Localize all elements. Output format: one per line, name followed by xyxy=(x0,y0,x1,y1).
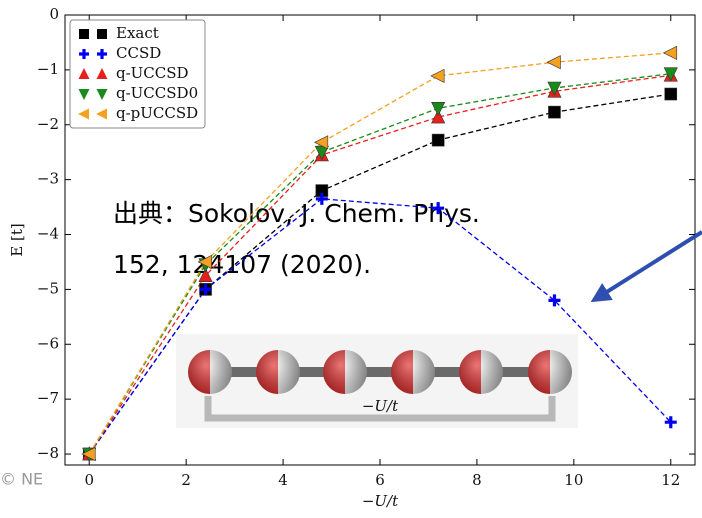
arrow xyxy=(590,230,702,303)
marker xyxy=(81,446,96,462)
marker xyxy=(97,49,107,59)
legend-label: CCSD xyxy=(116,44,161,62)
marker xyxy=(547,81,562,96)
marker xyxy=(431,133,445,147)
atom-shade xyxy=(323,350,367,394)
legend-label: q-pUCCSD xyxy=(116,104,198,122)
y-tick-label: −4 xyxy=(37,225,59,243)
marker xyxy=(548,294,561,307)
atom-shade xyxy=(528,350,572,394)
marker xyxy=(313,135,329,150)
marker xyxy=(431,109,446,124)
series-line xyxy=(88,93,671,455)
y-tick-label: −1 xyxy=(37,60,59,78)
atom-shade xyxy=(391,350,435,394)
marker xyxy=(430,68,445,84)
marker xyxy=(548,105,561,119)
x-tick-label: 0 xyxy=(84,471,94,489)
legend-label: q-UCCSD xyxy=(116,64,189,82)
y-tick-label: −7 xyxy=(37,389,59,407)
marker xyxy=(199,283,212,296)
atom-shade xyxy=(256,350,300,394)
x-tick-label: 2 xyxy=(181,471,191,489)
y-tick-label: −8 xyxy=(37,444,59,462)
marker xyxy=(432,202,445,215)
series-line xyxy=(88,52,671,455)
inset-label: −U/t xyxy=(362,397,399,415)
marker xyxy=(198,267,213,282)
x-tick-label: 4 xyxy=(278,471,288,489)
marker xyxy=(78,108,89,120)
series-line xyxy=(88,74,671,455)
y-tick-label: −5 xyxy=(37,279,59,297)
marker xyxy=(662,45,678,60)
marker xyxy=(96,68,108,79)
x-tick-label: 8 xyxy=(472,471,482,489)
marker xyxy=(431,101,446,117)
citation: 出典：Sokolov, J. Chem. Phys. xyxy=(113,199,480,228)
molecule-inset: −U/t xyxy=(176,334,578,428)
marker xyxy=(96,108,107,120)
marker xyxy=(96,89,108,100)
atom-shade xyxy=(188,350,232,394)
marker xyxy=(79,49,89,59)
watermark: © NE xyxy=(0,470,43,489)
x-tick-label: 10 xyxy=(564,471,583,489)
y-axis-label: E [t] xyxy=(8,223,26,256)
y-tick-label: 0 xyxy=(49,5,59,23)
series-line xyxy=(88,73,671,455)
series-line xyxy=(88,198,672,455)
legend-label: q-UCCSD0 xyxy=(116,84,198,102)
y-tick-label: −6 xyxy=(37,334,59,352)
marker xyxy=(315,192,328,205)
marker xyxy=(663,67,678,82)
atom-shade xyxy=(459,350,503,394)
marker xyxy=(664,87,678,101)
x-tick-label: 6 xyxy=(375,471,385,489)
marker xyxy=(197,254,212,270)
x-axis-label: −U/t xyxy=(362,492,399,510)
marker xyxy=(78,68,90,79)
legend-box xyxy=(69,19,206,129)
marker xyxy=(79,29,89,39)
marker xyxy=(97,29,107,39)
marker xyxy=(546,55,561,70)
y-tick-label: −2 xyxy=(37,115,59,133)
marker xyxy=(664,416,677,429)
marker xyxy=(78,89,90,100)
x-tick-label: 12 xyxy=(661,471,680,489)
citation: 152, 124107 (2020). xyxy=(113,250,371,279)
y-tick-label: −3 xyxy=(37,170,59,188)
legend-label: Exact xyxy=(116,24,159,42)
